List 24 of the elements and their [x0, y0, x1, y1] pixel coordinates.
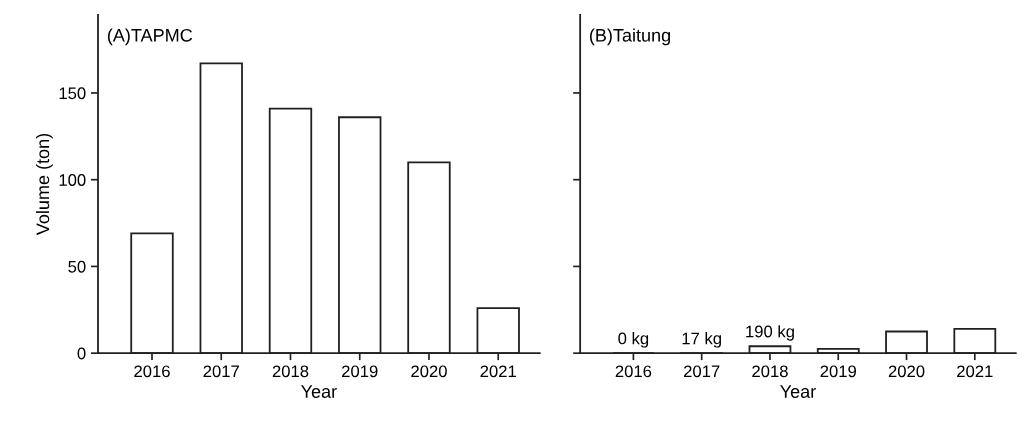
text: (B)Taitung [589, 28, 670, 46]
x-tick-label: 2019 [820, 365, 856, 378]
x-tick-label: 2020 [888, 365, 925, 378]
text: (A)TAPMC [107, 28, 193, 46]
y-tick-label: 150 [59, 87, 86, 100]
x-tick-label: 2020 [411, 365, 447, 378]
y-tick-label: 50 [68, 260, 86, 273]
x-tick-label: 2021 [480, 365, 516, 378]
x-axis-title: Year [301, 385, 337, 398]
x-tick-label: 2019 [342, 365, 378, 378]
annotation: 0 kg [618, 332, 649, 348]
y-tick-label: 100 [59, 174, 86, 186]
x-tick-label: 2016 [134, 365, 170, 378]
annotation: 190 kg [746, 325, 794, 341]
x-tick-label: 2018 [272, 365, 309, 378]
x-tick-label: 2017 [683, 365, 720, 378]
x-tick-label: 2016 [615, 365, 652, 378]
annotation: 17 kg [682, 332, 721, 348]
y-axis-title: Volume (ton) [35, 133, 53, 236]
x-tick-label: 2018 [752, 365, 788, 378]
x-tick-label: 2017 [203, 365, 239, 378]
x-tick-label: 2021 [957, 365, 993, 378]
y-tick-label: 0 [77, 347, 86, 360]
x-axis-title: Year [780, 385, 816, 398]
